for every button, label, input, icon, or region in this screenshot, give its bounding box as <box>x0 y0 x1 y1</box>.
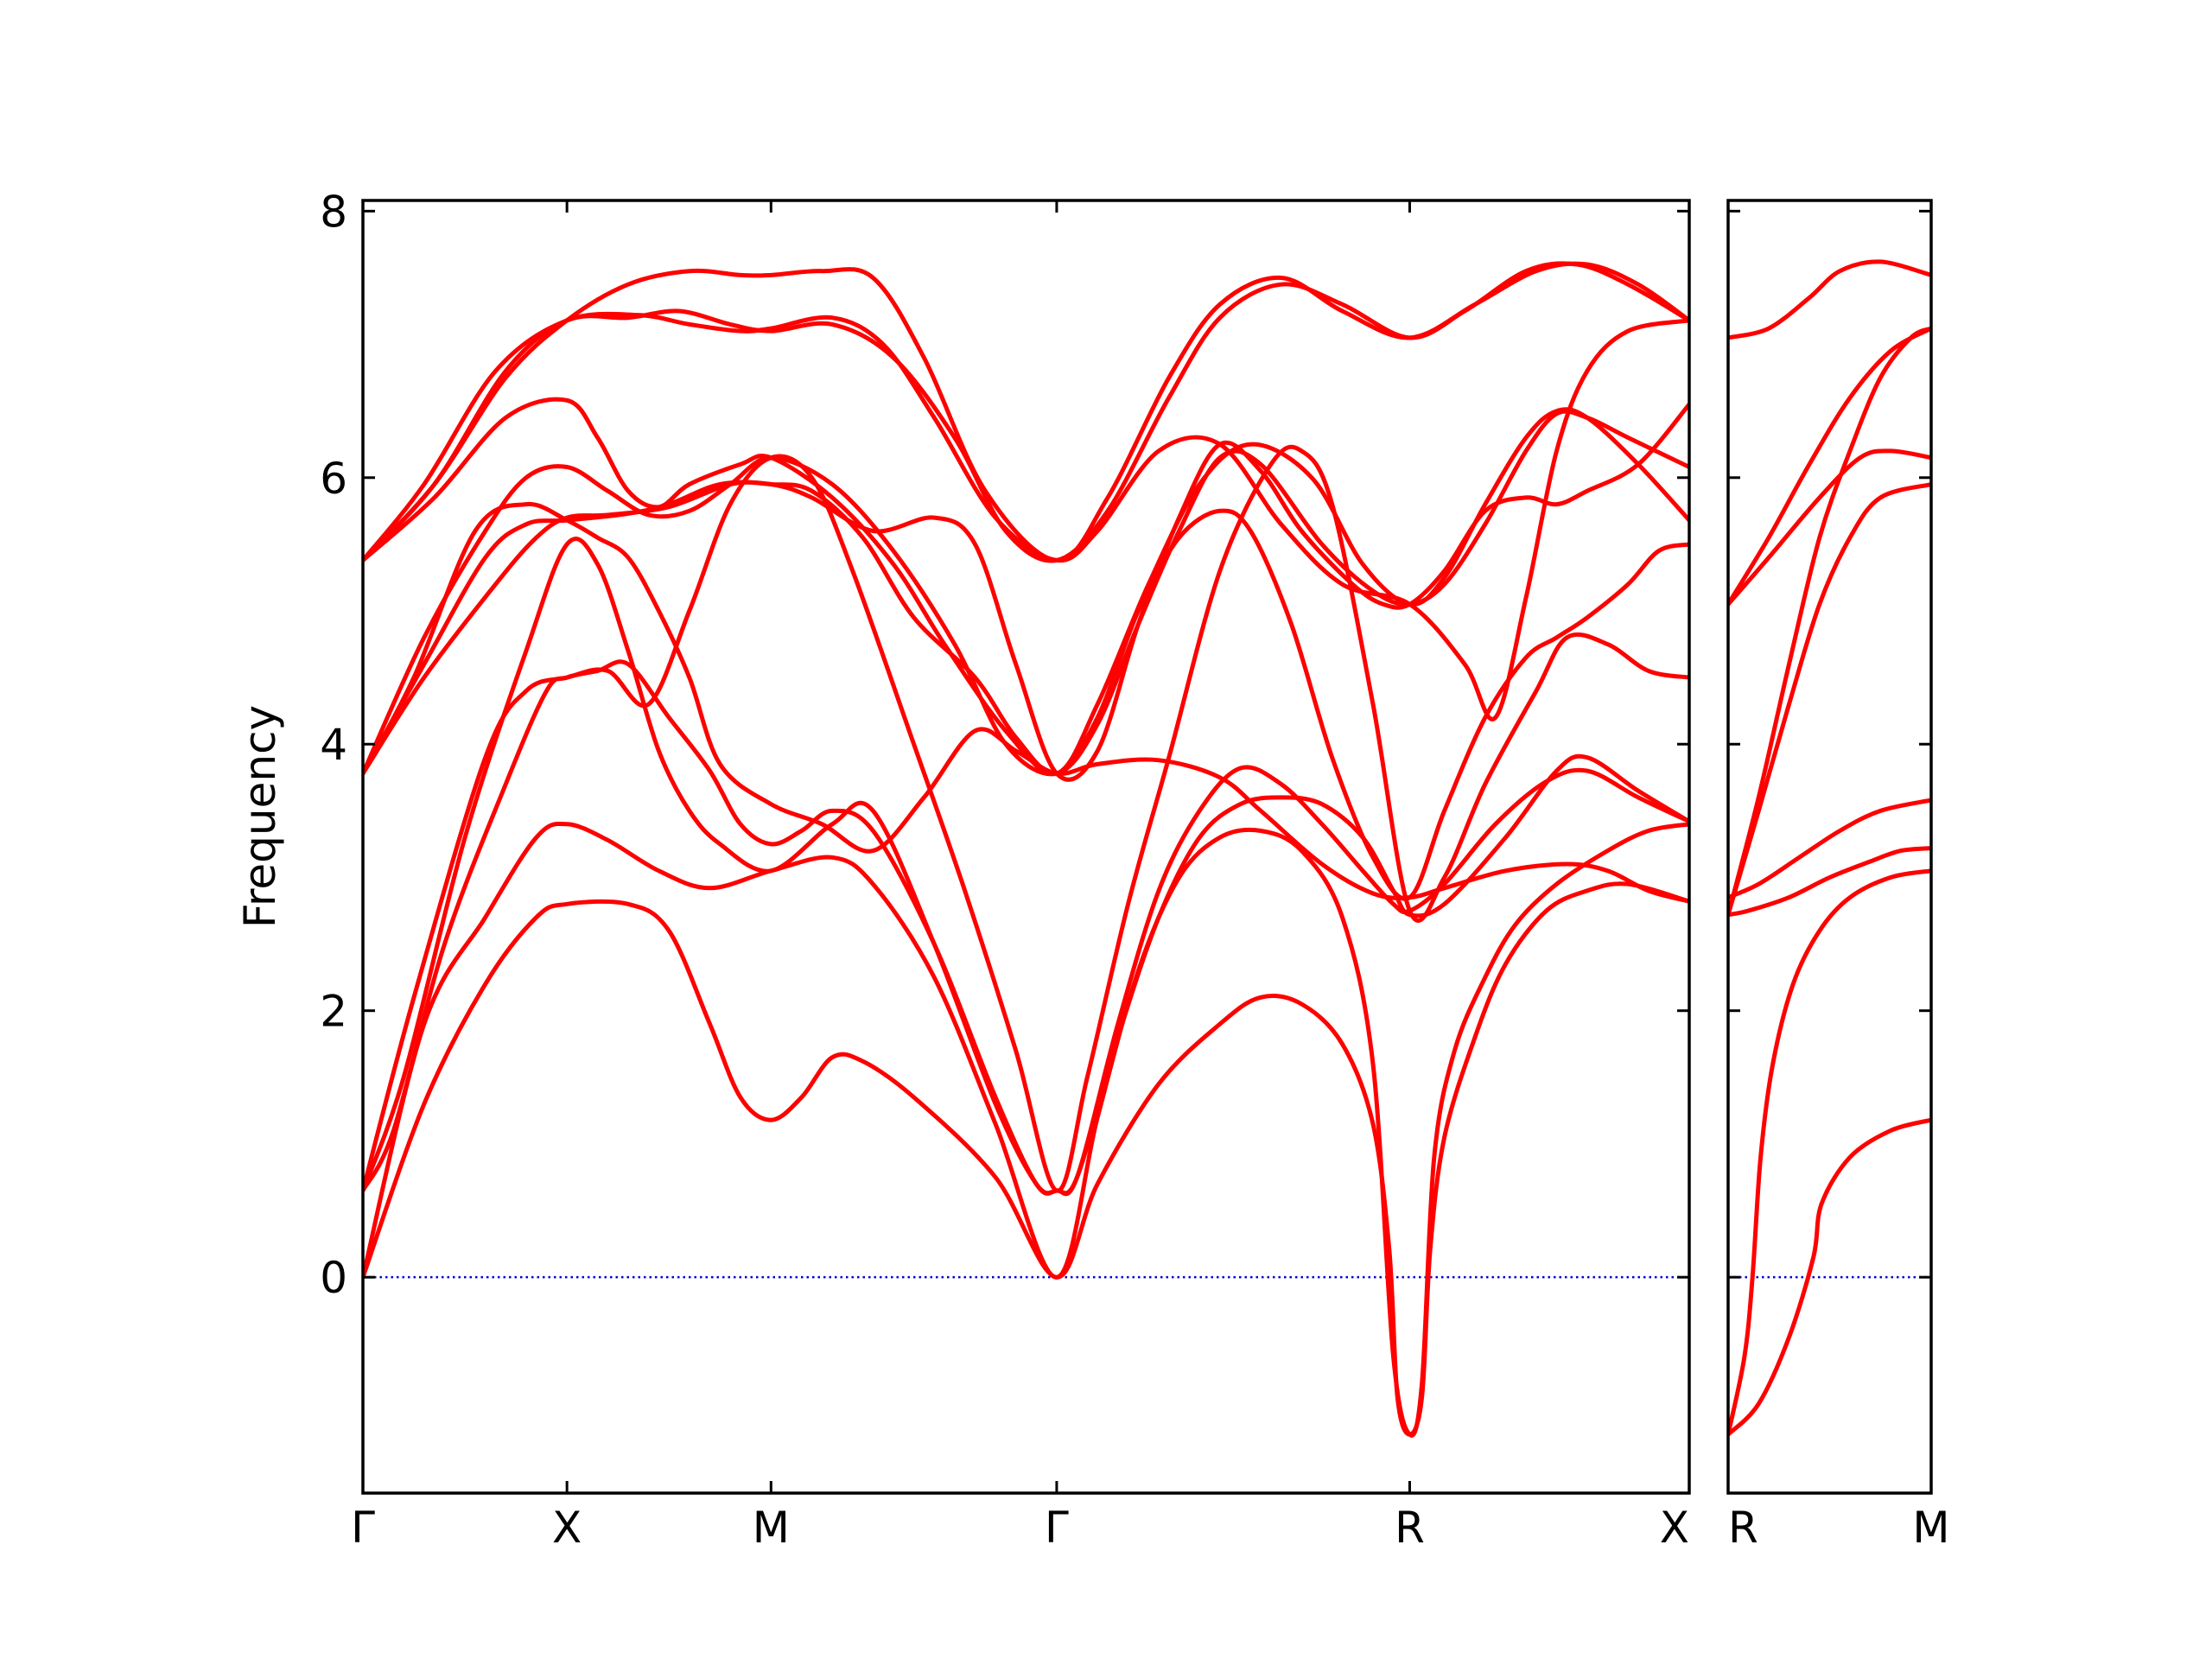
plot-frame <box>361 199 1691 1495</box>
band-line-main-2 <box>363 821 1689 1438</box>
x-tick-label: R <box>1395 1503 1425 1553</box>
panel-main: Γ X M Γ R X 0 2 4 6 8 <box>320 187 1691 1553</box>
band-line-main-6 <box>363 502 1689 904</box>
band-line-main-5 <box>363 444 1689 1193</box>
band-line-main-1 <box>363 881 1689 1437</box>
band-line-side-5 <box>1728 482 1931 918</box>
x-tick-label: Γ <box>1045 1503 1069 1553</box>
band-lines <box>363 261 1689 1438</box>
band-line-side-8 <box>1728 326 1931 607</box>
band-line-side-3 <box>1728 846 1931 918</box>
plot-frame <box>1726 199 1933 1495</box>
band-line-side-1 <box>1728 1117 1931 1437</box>
band-lines <box>1728 259 1931 1437</box>
y-tick-label: 2 <box>320 987 347 1037</box>
band-line-main-3 <box>363 659 1689 1196</box>
band-line-main-12 <box>363 311 1689 721</box>
band-line-side-4 <box>1728 798 1931 900</box>
band-line-side-2 <box>1728 868 1931 1437</box>
band-line-main-8 <box>363 402 1689 782</box>
band-line-side-6 <box>1728 326 1931 918</box>
band-line-main-10 <box>363 397 1689 777</box>
y-tick-label: 0 <box>320 1253 347 1303</box>
x-tick-label: M <box>1912 1503 1949 1553</box>
band-line-side-9 <box>1728 259 1931 340</box>
x-tick-label: X <box>1660 1503 1689 1553</box>
y-tick-label: 6 <box>320 454 347 504</box>
y-tick-label: 8 <box>320 187 347 237</box>
band-line-main-13 <box>363 261 1689 563</box>
band-line-side-7 <box>1728 448 1931 607</box>
x-tick-label: Γ <box>351 1503 375 1553</box>
x-tick-label: M <box>753 1503 790 1553</box>
y-axis-label: Frequency <box>235 705 285 928</box>
x-tick-label: R <box>1728 1503 1758 1553</box>
y-tick-label: 4 <box>320 720 347 770</box>
x-tick-label: X <box>552 1503 582 1553</box>
